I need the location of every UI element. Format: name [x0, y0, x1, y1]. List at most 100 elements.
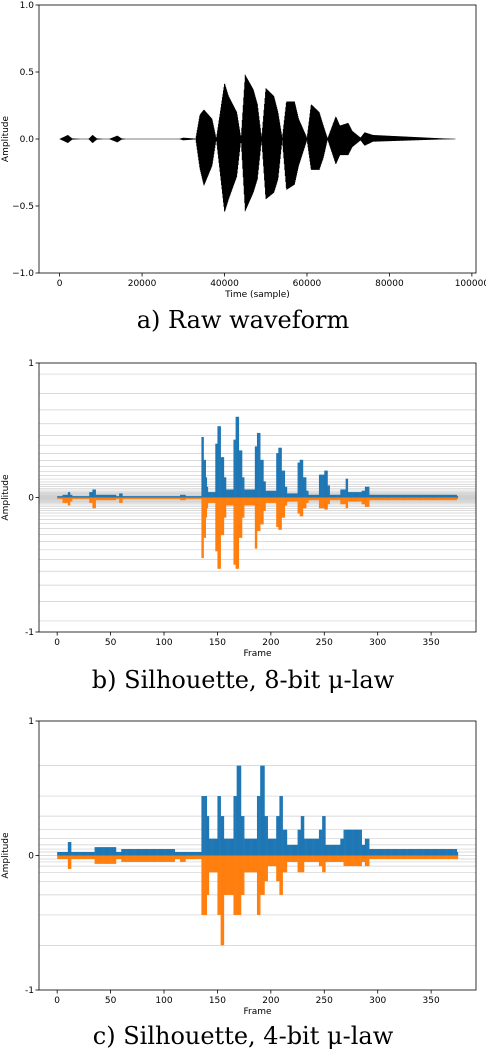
bar-negative-b: [329, 497, 331, 501]
bar-positive-b: [204, 459, 206, 498]
bar-negative-c: [133, 855, 135, 862]
x-tick-label-b: 150: [209, 638, 226, 648]
bar-negative-b: [204, 497, 206, 538]
bar-positive-c: [185, 852, 187, 856]
bar-negative-b: [290, 497, 292, 502]
bar-positive-b: [312, 494, 314, 498]
bar-negative-b: [311, 497, 313, 501]
bar-negative-c: [414, 855, 416, 859]
bar-negative-c: [353, 855, 355, 867]
bar-positive-c: [135, 849, 137, 856]
bar-positive-c: [176, 852, 179, 856]
bar-positive-b: [186, 496, 188, 498]
bar-positive-b: [328, 485, 330, 498]
bar-positive-c: [423, 849, 426, 856]
bar-positive-c: [244, 838, 246, 856]
bar-positive-b: [368, 486, 370, 498]
bar-negative-b: [64, 497, 67, 503]
bar-positive-c: [180, 852, 182, 856]
bar-negative-c: [389, 855, 391, 859]
bar-positive-c: [437, 849, 439, 856]
bar-positive-b: [358, 492, 360, 498]
bar-negative-b: [170, 497, 172, 499]
bar-negative-b: [219, 497, 221, 569]
bar-negative-b: [367, 497, 369, 507]
bar-positive-b: [224, 477, 227, 498]
bar-negative-b: [162, 497, 165, 499]
bar-positive-c: [454, 849, 456, 856]
bar-negative-b: [228, 497, 230, 506]
bar-negative-b: [86, 497, 88, 499]
bar-positive-b: [376, 494, 379, 498]
bar-positive-c: [79, 852, 81, 856]
bar-positive-b: [306, 490, 308, 498]
bar-positive-b: [156, 496, 158, 498]
bar-negative-c: [161, 855, 164, 862]
bar-negative-b: [455, 497, 458, 501]
bar-negative-b: [239, 497, 242, 538]
bar-negative-b: [312, 497, 314, 501]
bar-negative-c: [127, 855, 130, 862]
bar-positive-b: [86, 496, 88, 498]
bar-positive-c: [110, 847, 112, 856]
bar-negative-b: [231, 497, 233, 506]
bar-positive-c: [427, 849, 430, 856]
bar-positive-c: [158, 849, 161, 856]
bar-positive-b: [184, 494, 186, 498]
bar-positive-c: [415, 849, 417, 856]
bar-negative-b: [333, 497, 336, 501]
bar-negative-c: [193, 855, 196, 859]
bar-positive-c: [359, 829, 361, 856]
bar-negative-b: [380, 497, 383, 501]
bar-positive-c: [216, 838, 218, 856]
bar-negative-b: [414, 497, 416, 501]
bar-negative-b: [177, 497, 180, 499]
bar-positive-b: [116, 496, 119, 498]
bar-positive-c: [430, 849, 432, 856]
bar-positive-c: [214, 838, 216, 856]
bar-negative-c: [111, 855, 114, 864]
bar-negative-b: [264, 497, 266, 511]
bar-positive-c: [283, 829, 286, 856]
bar-positive-c: [72, 852, 74, 856]
bar-negative-b: [143, 497, 146, 499]
bar-positive-b: [260, 459, 262, 498]
bar-positive-b: [441, 494, 444, 498]
bar-positive-c: [436, 849, 438, 856]
bar-negative-b: [381, 497, 384, 501]
bar-positive-b: [375, 494, 377, 498]
bar-positive-b: [69, 494, 72, 498]
bar-positive-b: [404, 494, 406, 498]
bar-negative-b: [63, 497, 65, 503]
bar-negative-c: [159, 855, 162, 862]
x-tick-label-c: 350: [423, 996, 440, 1006]
bar-positive-b: [307, 490, 309, 498]
bar-positive-b: [388, 494, 390, 498]
bar-positive-b: [215, 443, 217, 498]
bar-positive-b: [61, 496, 63, 498]
bar-negative-c: [446, 855, 448, 859]
bar-negative-b: [65, 497, 68, 503]
bar-positive-b: [135, 496, 137, 498]
bar-positive-c: [61, 852, 63, 856]
bar-positive-c: [281, 796, 283, 856]
bar-positive-b: [383, 494, 385, 498]
bar-positive-c: [424, 849, 427, 856]
bar-negative-b: [415, 497, 417, 501]
bar-positive-b: [314, 494, 317, 498]
bar-positive-c: [103, 847, 105, 856]
bar-negative-c: [378, 855, 381, 859]
bar-negative-c: [146, 855, 149, 862]
bar-positive-c: [275, 838, 277, 856]
bar-positive-c: [200, 852, 202, 856]
bar-negative-b: [302, 497, 305, 509]
bar-negative-b: [419, 497, 421, 501]
bar-positive-c: [455, 849, 458, 856]
y-tick-label-a: 0.5: [20, 68, 34, 78]
bar-negative-b: [291, 497, 293, 502]
bar-negative-c: [298, 855, 301, 873]
bar-positive-c: [409, 849, 412, 856]
bar-positive-c: [187, 852, 189, 856]
bar-negative-b: [345, 497, 348, 509]
bar-negative-b: [325, 497, 327, 510]
